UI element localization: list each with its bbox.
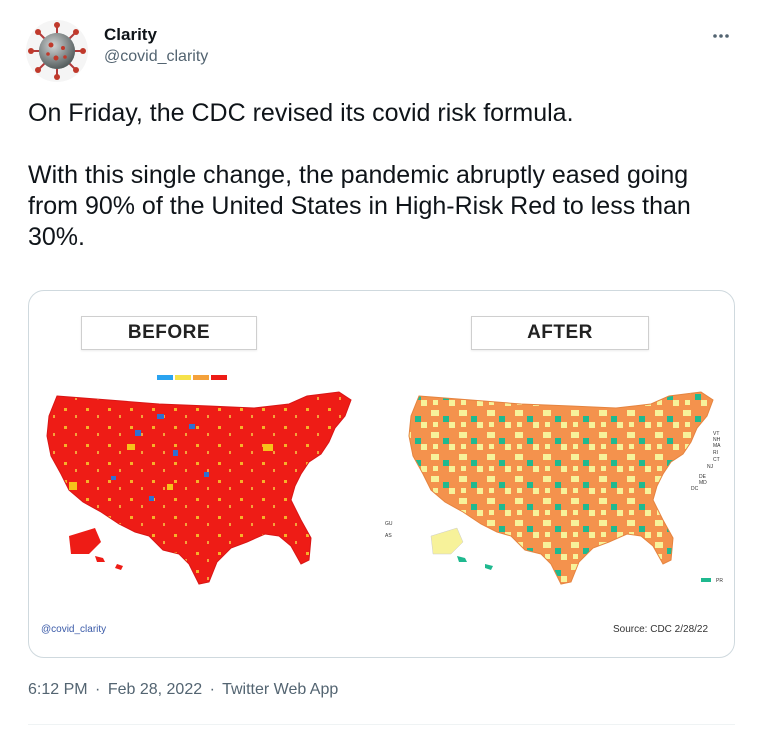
state-label: NJ	[707, 464, 714, 470]
tweet-text: On Friday, the CDC revised its covid ris…	[28, 98, 740, 253]
legend-swatch-high	[211, 375, 227, 380]
legend-swatch-moderate	[175, 375, 191, 380]
before-label: BEFORE	[81, 316, 257, 350]
tweet-media-image[interactable]: BEFORE AFTER	[28, 290, 735, 658]
before-legend	[157, 375, 227, 380]
coronavirus-icon	[26, 20, 88, 82]
tweet-paragraph: With this single change, the pandemic ab…	[28, 161, 691, 251]
state-label: VT	[713, 431, 720, 437]
territory-label: PR	[716, 578, 723, 584]
before-us-map	[46, 391, 352, 585]
state-label: CT	[713, 457, 720, 463]
state-label: MD	[699, 480, 707, 486]
tweet-meta: 6:12 PM · Feb 28, 2022 · Twitter Web App	[28, 681, 341, 699]
avatar[interactable]	[26, 20, 88, 82]
meta-separator: ·	[209, 681, 215, 698]
image-source: Source: CDC 2/28/22	[613, 624, 709, 635]
divider	[28, 724, 735, 725]
legend-swatch-substantial	[193, 375, 209, 380]
meta-separator: ·	[95, 681, 101, 698]
after-us-map	[408, 391, 714, 585]
territory-label: AS	[385, 533, 392, 539]
state-label: DE	[699, 474, 706, 480]
more-options-button[interactable]	[707, 22, 735, 50]
tweet-source-app[interactable]: Twitter Web App	[222, 681, 339, 698]
more-dots-icon	[713, 34, 729, 38]
image-credit: @covid_clarity	[41, 624, 107, 635]
state-label: MA	[713, 443, 721, 449]
legend-swatch-low	[157, 375, 173, 380]
tweet-time[interactable]: 6:12 PM	[28, 681, 88, 698]
tweet-paragraph: On Friday, the CDC revised its covid ris…	[28, 99, 574, 127]
state-label: DC	[691, 486, 699, 492]
author-display-name[interactable]: Clarity	[104, 25, 157, 44]
tweet-date[interactable]: Feb 28, 2022	[107, 681, 203, 698]
state-label: NH	[713, 437, 721, 443]
after-label: AFTER	[471, 316, 649, 350]
state-label: RI	[713, 450, 718, 456]
territory-label: GU	[385, 521, 393, 527]
tweet-author: Clarity @covid_clarity	[104, 24, 208, 68]
author-handle[interactable]: @covid_clarity	[104, 48, 209, 65]
